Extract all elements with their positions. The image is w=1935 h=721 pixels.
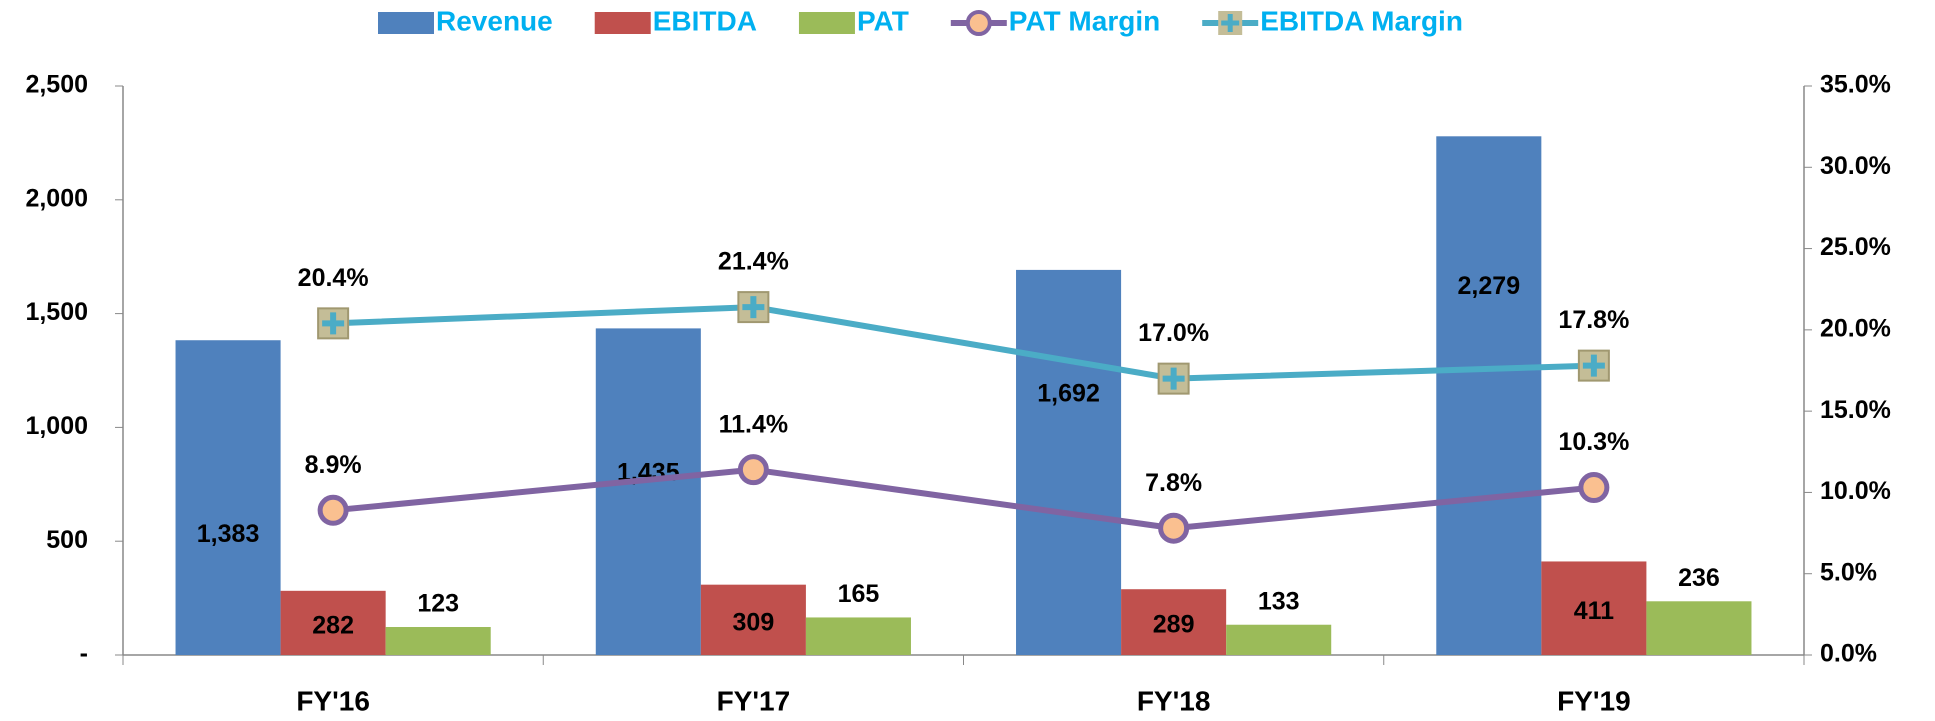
bar [595, 328, 701, 655]
bar [1226, 624, 1332, 655]
marker-cross [1162, 367, 1185, 390]
bar [385, 627, 491, 655]
bar [1541, 561, 1647, 655]
y2-tick-label: 35.0% [1820, 71, 1891, 99]
marker-cross [322, 312, 345, 335]
line-label: 17.8% [1558, 306, 1629, 334]
bar [1646, 601, 1752, 655]
legend-label: PAT Margin [1009, 5, 1160, 36]
bar [175, 340, 281, 655]
marker-cross [1582, 354, 1605, 377]
y-tick-label: - [80, 640, 88, 668]
y2-tick-label: 0.0% [1820, 640, 1877, 668]
marker [1158, 512, 1190, 544]
y2-tick-label: 30.0% [1820, 152, 1891, 180]
y-tick-label: 2,500 [25, 71, 88, 99]
y2-tick-label: 15.0% [1820, 396, 1891, 424]
legend-label: EBITDA [653, 5, 757, 36]
y-tick-label: 2,000 [25, 184, 88, 212]
bar [1121, 589, 1227, 655]
bar-label: 1,692 [1037, 379, 1100, 407]
x-tick-label: FY'17 [717, 685, 791, 716]
bar-label: 289 [1153, 611, 1195, 639]
line-label: 7.8% [1145, 469, 1202, 497]
legend-swatch [798, 12, 855, 34]
bar [1436, 136, 1542, 655]
bar [1016, 269, 1122, 655]
y-tick-label: 1,000 [25, 412, 88, 440]
line-label: 10.3% [1558, 428, 1629, 456]
x-tick-label: FY'18 [1137, 685, 1211, 716]
line-label: 21.4% [718, 248, 789, 276]
y2-tick-label: 5.0% [1820, 558, 1877, 586]
y2-tick-label: 25.0% [1820, 233, 1891, 261]
legend-label: PAT [857, 5, 909, 36]
line [332, 466, 1595, 532]
marker-cross [742, 296, 765, 319]
marker [1578, 472, 1610, 504]
line [333, 304, 1594, 382]
y2-tick-label: 10.0% [1820, 477, 1891, 505]
bar-label: 411 [1574, 597, 1614, 625]
legend-marker [1221, 14, 1240, 32]
bar [280, 590, 386, 655]
bar-label: 236 [1678, 564, 1720, 592]
marker [317, 494, 349, 526]
line-label: 11.4% [719, 410, 789, 438]
marker [737, 454, 769, 486]
bar [805, 617, 911, 655]
y-tick-label: 500 [46, 526, 88, 554]
bar [700, 584, 806, 655]
y2-tick-label: 20.0% [1820, 314, 1891, 342]
legend-label: EBITDA Margin [1260, 5, 1463, 36]
line-label: 17.0% [1138, 319, 1209, 347]
legend-swatch [378, 12, 434, 34]
line-label: 8.9% [305, 451, 362, 479]
bar-label: 309 [733, 608, 775, 636]
legend-marker [965, 10, 992, 36]
bar-label: 123 [417, 590, 459, 618]
bar-label: 133 [1258, 587, 1300, 615]
bar-label: 2,279 [1458, 272, 1521, 300]
bar-label: 165 [838, 580, 880, 608]
legend-label: Revenue [436, 5, 553, 36]
bar-label: 282 [312, 612, 354, 640]
y-tick-label: 1,500 [25, 298, 88, 326]
legend-swatch [594, 12, 651, 34]
bar-label: 1,383 [197, 520, 260, 548]
line-label: 20.4% [298, 264, 369, 292]
x-tick-label: FY'19 [1557, 685, 1631, 716]
x-tick-label: FY'16 [296, 685, 370, 716]
